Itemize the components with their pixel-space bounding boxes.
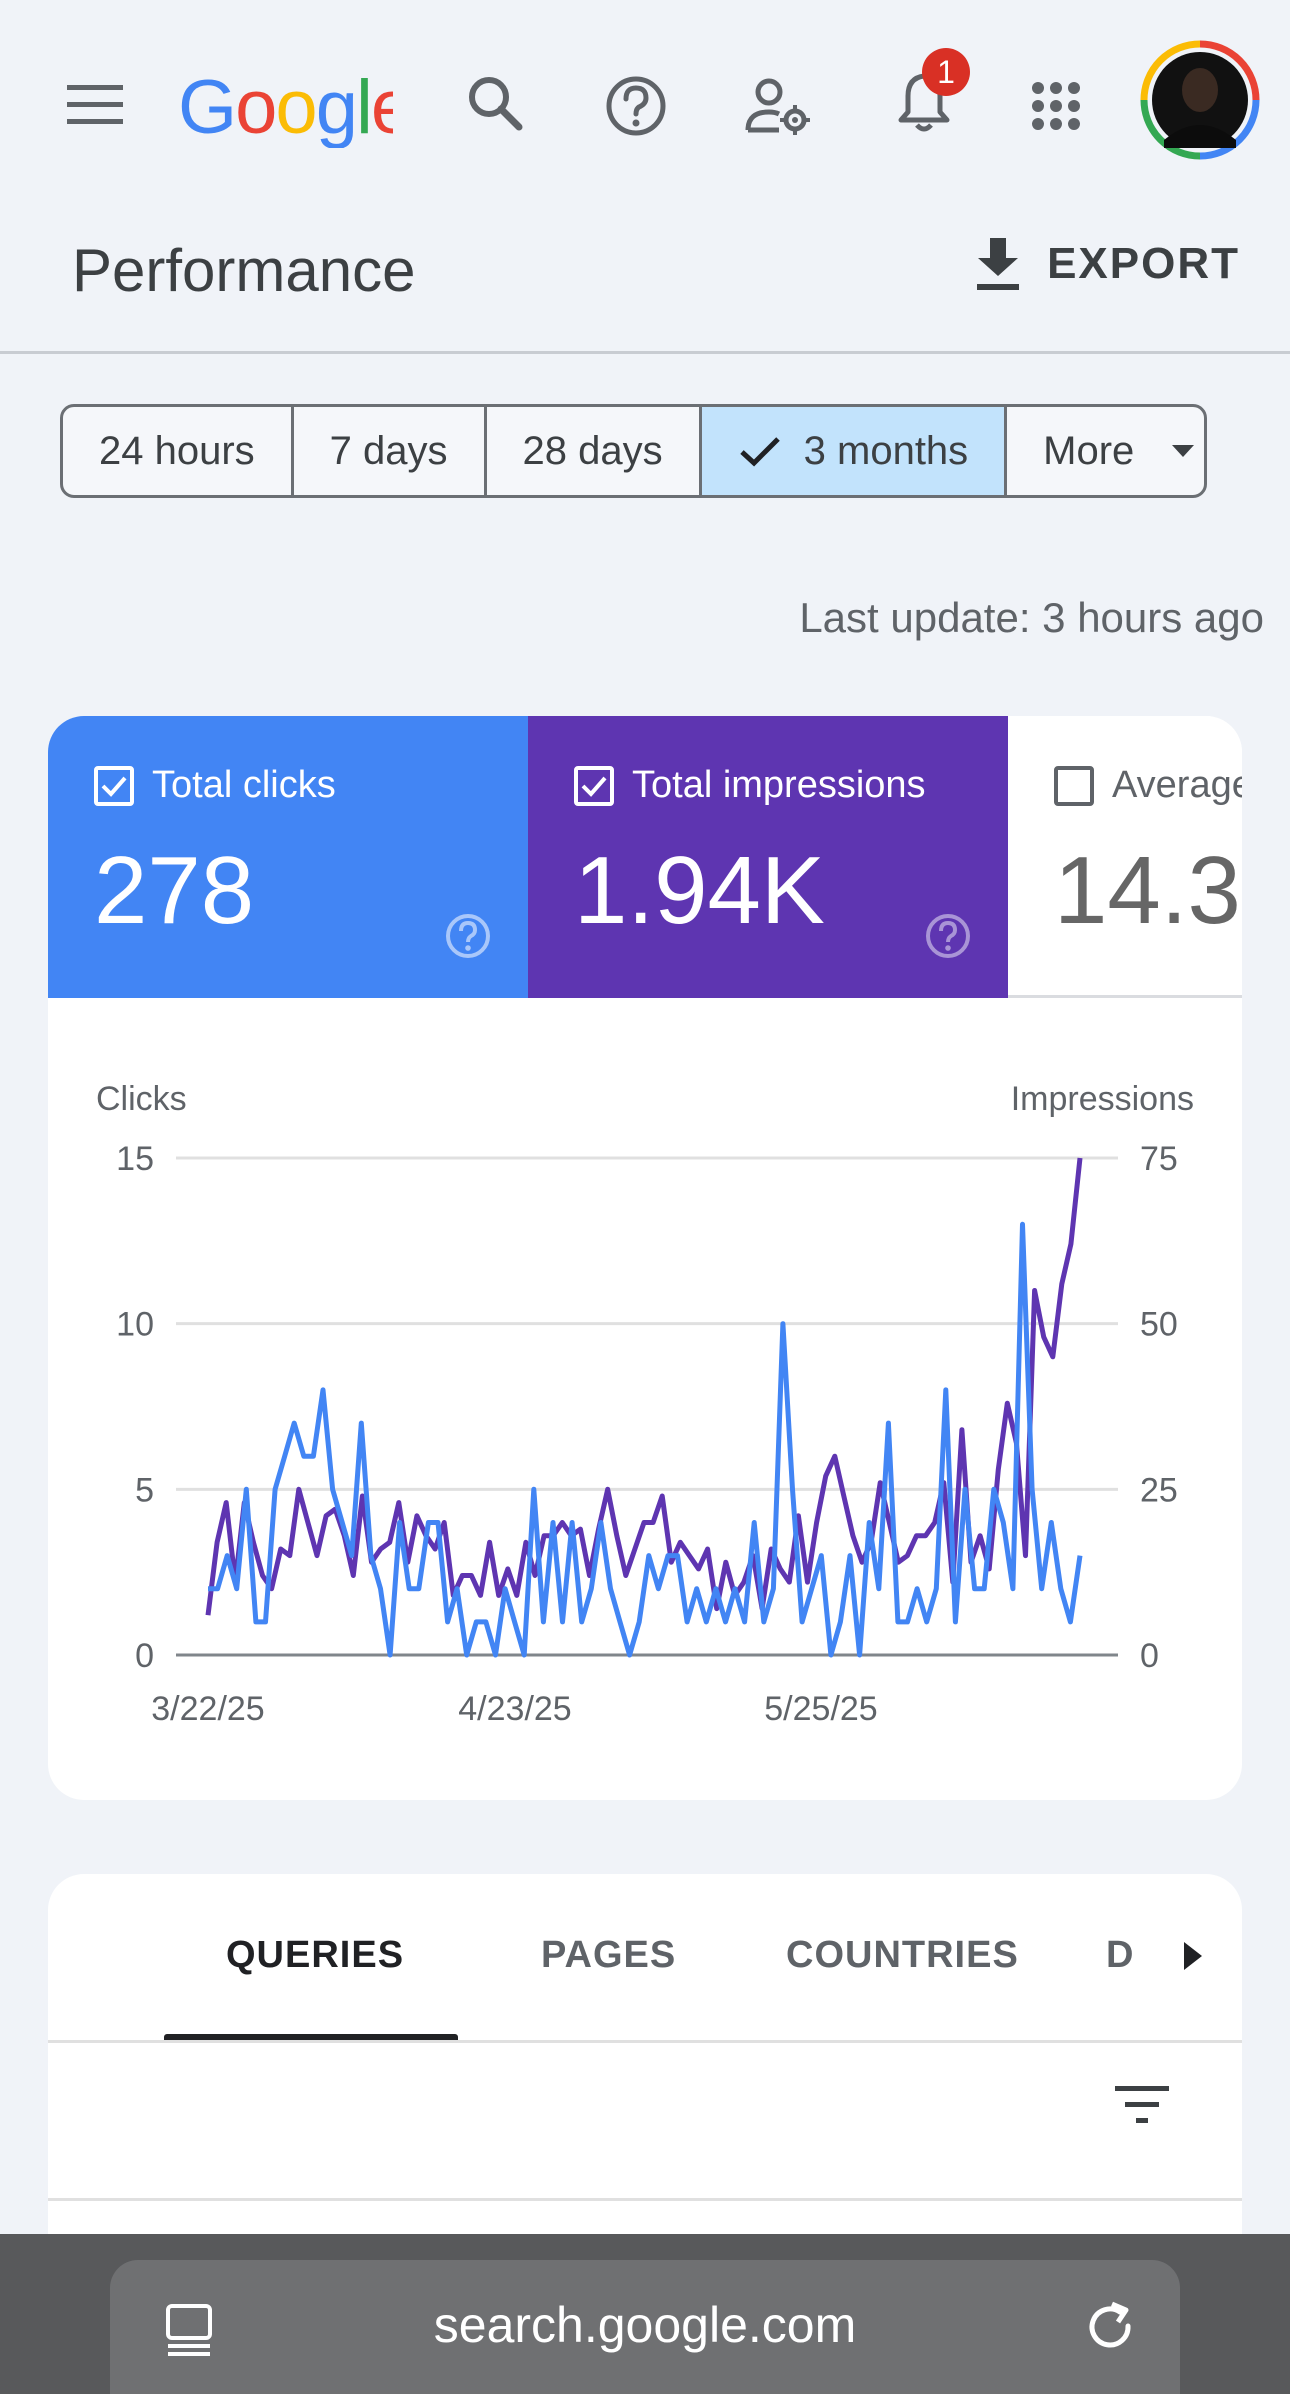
chip-7-days[interactable]: 7 days (294, 407, 487, 495)
tabs-next-arrow-icon[interactable] (1172, 1936, 1212, 1976)
metric-value: 14.3 (1054, 837, 1241, 944)
export-label: EXPORT (1047, 239, 1240, 288)
tab-countries[interactable]: COUNTRIES (786, 1934, 1019, 1976)
metric-label: Average (1112, 764, 1242, 806)
series-line-clicks (208, 1221, 1083, 1658)
tab-overview-icon[interactable] (160, 2296, 220, 2360)
export-button[interactable]: EXPORT (973, 236, 1240, 292)
chip-label: 24 hours (99, 428, 255, 473)
chip-more-dropdown[interactable]: More (1007, 407, 1204, 495)
metric-label: Total impressions (632, 764, 926, 806)
date-range-selector: 24 hours 7 days 28 days 3 months More (60, 404, 1208, 498)
page-title-bar: Performance EXPORT (0, 200, 1290, 354)
tab-devices[interactable]: D (1106, 1934, 1132, 1976)
active-tab-indicator (164, 2034, 458, 2040)
performance-line-chart: Clicks Impressions 15 75 10 50 5 25 0 0 3/22/25… (96, 1080, 1194, 1728)
download-icon (977, 238, 1020, 290)
series-line-impressions (205, 1157, 1083, 1616)
chip-28-days[interactable]: 28 days (487, 407, 702, 495)
chip-label: 28 days (522, 428, 663, 473)
y-right-tick-label: 0 (1140, 1637, 1159, 1675)
metric-label: Total clicks (152, 764, 336, 806)
search-icon[interactable] (458, 66, 532, 140)
hamburger-menu-icon[interactable] (60, 70, 130, 140)
dimension-tabs-card: QUERIES PAGES COUNTRIES D (48, 1874, 1242, 2274)
y-left-tick-label: 10 (116, 1306, 154, 1344)
reload-icon[interactable] (1082, 2296, 1142, 2360)
tab-pages[interactable]: PAGES (541, 1934, 677, 1976)
metric-total-impressions[interactable]: Total impressions 1.94K (528, 716, 1008, 998)
y-right-tick-label: 25 (1140, 1471, 1178, 1509)
y-right-tick-label: 50 (1140, 1306, 1178, 1344)
y-left-tick-label: 15 (116, 1140, 154, 1178)
tab-queries[interactable]: QUERIES (226, 1934, 405, 1976)
chip-24-hours[interactable]: 24 hours (63, 407, 294, 495)
check-icon (739, 437, 780, 467)
metric-average-position[interactable]: Average 14.3 (1008, 716, 1242, 998)
address-bar[interactable]: search.google.com (110, 2260, 1180, 2394)
tab-divider (48, 2040, 1242, 2043)
x-tick-label: 4/23/25 (458, 1690, 571, 1728)
x-axis-ticks: 3/22/25 4/23/25 5/25/25 (151, 1690, 877, 1728)
chip-label: More (1043, 428, 1135, 473)
filter-icon[interactable] (1112, 2080, 1172, 2130)
y-left-tick-label: 0 (135, 1637, 154, 1675)
top-app-bar: Google 1 (0, 0, 1290, 200)
notification-count-badge: 1 (922, 48, 970, 96)
last-update-text: Last update: 3 hours ago (799, 594, 1264, 641)
table-divider (48, 2198, 1242, 2201)
help-icon[interactable] (596, 66, 676, 146)
right-axis-label: Impressions (1011, 1080, 1194, 1118)
dropdown-arrow-icon (1172, 445, 1195, 457)
x-tick-label: 5/25/25 (764, 1690, 877, 1728)
y-left-tick-label: 5 (135, 1471, 154, 1509)
performance-chart-card: Total clicks 278 Total impressions 1.94K… (48, 716, 1242, 1800)
url-text: search.google.com (433, 2297, 857, 2353)
checkbox-checked-icon (94, 765, 134, 806)
chip-label: 7 days (329, 428, 448, 473)
browser-toolbar: search.google.com (0, 2234, 1290, 2394)
admin-settings-icon[interactable] (738, 66, 818, 146)
metric-value: 278 (94, 837, 255, 944)
checkbox-checked-icon (574, 765, 614, 806)
google-logo[interactable]: Google (178, 68, 393, 148)
left-axis-label: Clicks (96, 1080, 187, 1118)
metric-total-clicks[interactable]: Total clicks 278 (48, 716, 528, 998)
account-avatar[interactable] (1140, 40, 1260, 160)
x-tick-label: 3/22/25 (151, 1690, 264, 1728)
chart-series (205, 1157, 1083, 1658)
help-icon[interactable] (924, 912, 972, 960)
y-right-tick-label: 75 (1140, 1140, 1178, 1178)
apps-grid-icon[interactable] (1016, 66, 1096, 146)
checkbox-unchecked-icon (1054, 765, 1094, 806)
chip-label: 3 months (803, 428, 969, 473)
chip-3-months[interactable]: 3 months (701, 407, 1008, 495)
page-title: Performance (72, 237, 416, 304)
help-icon[interactable] (444, 912, 492, 960)
metric-value: 1.94K (574, 837, 825, 944)
